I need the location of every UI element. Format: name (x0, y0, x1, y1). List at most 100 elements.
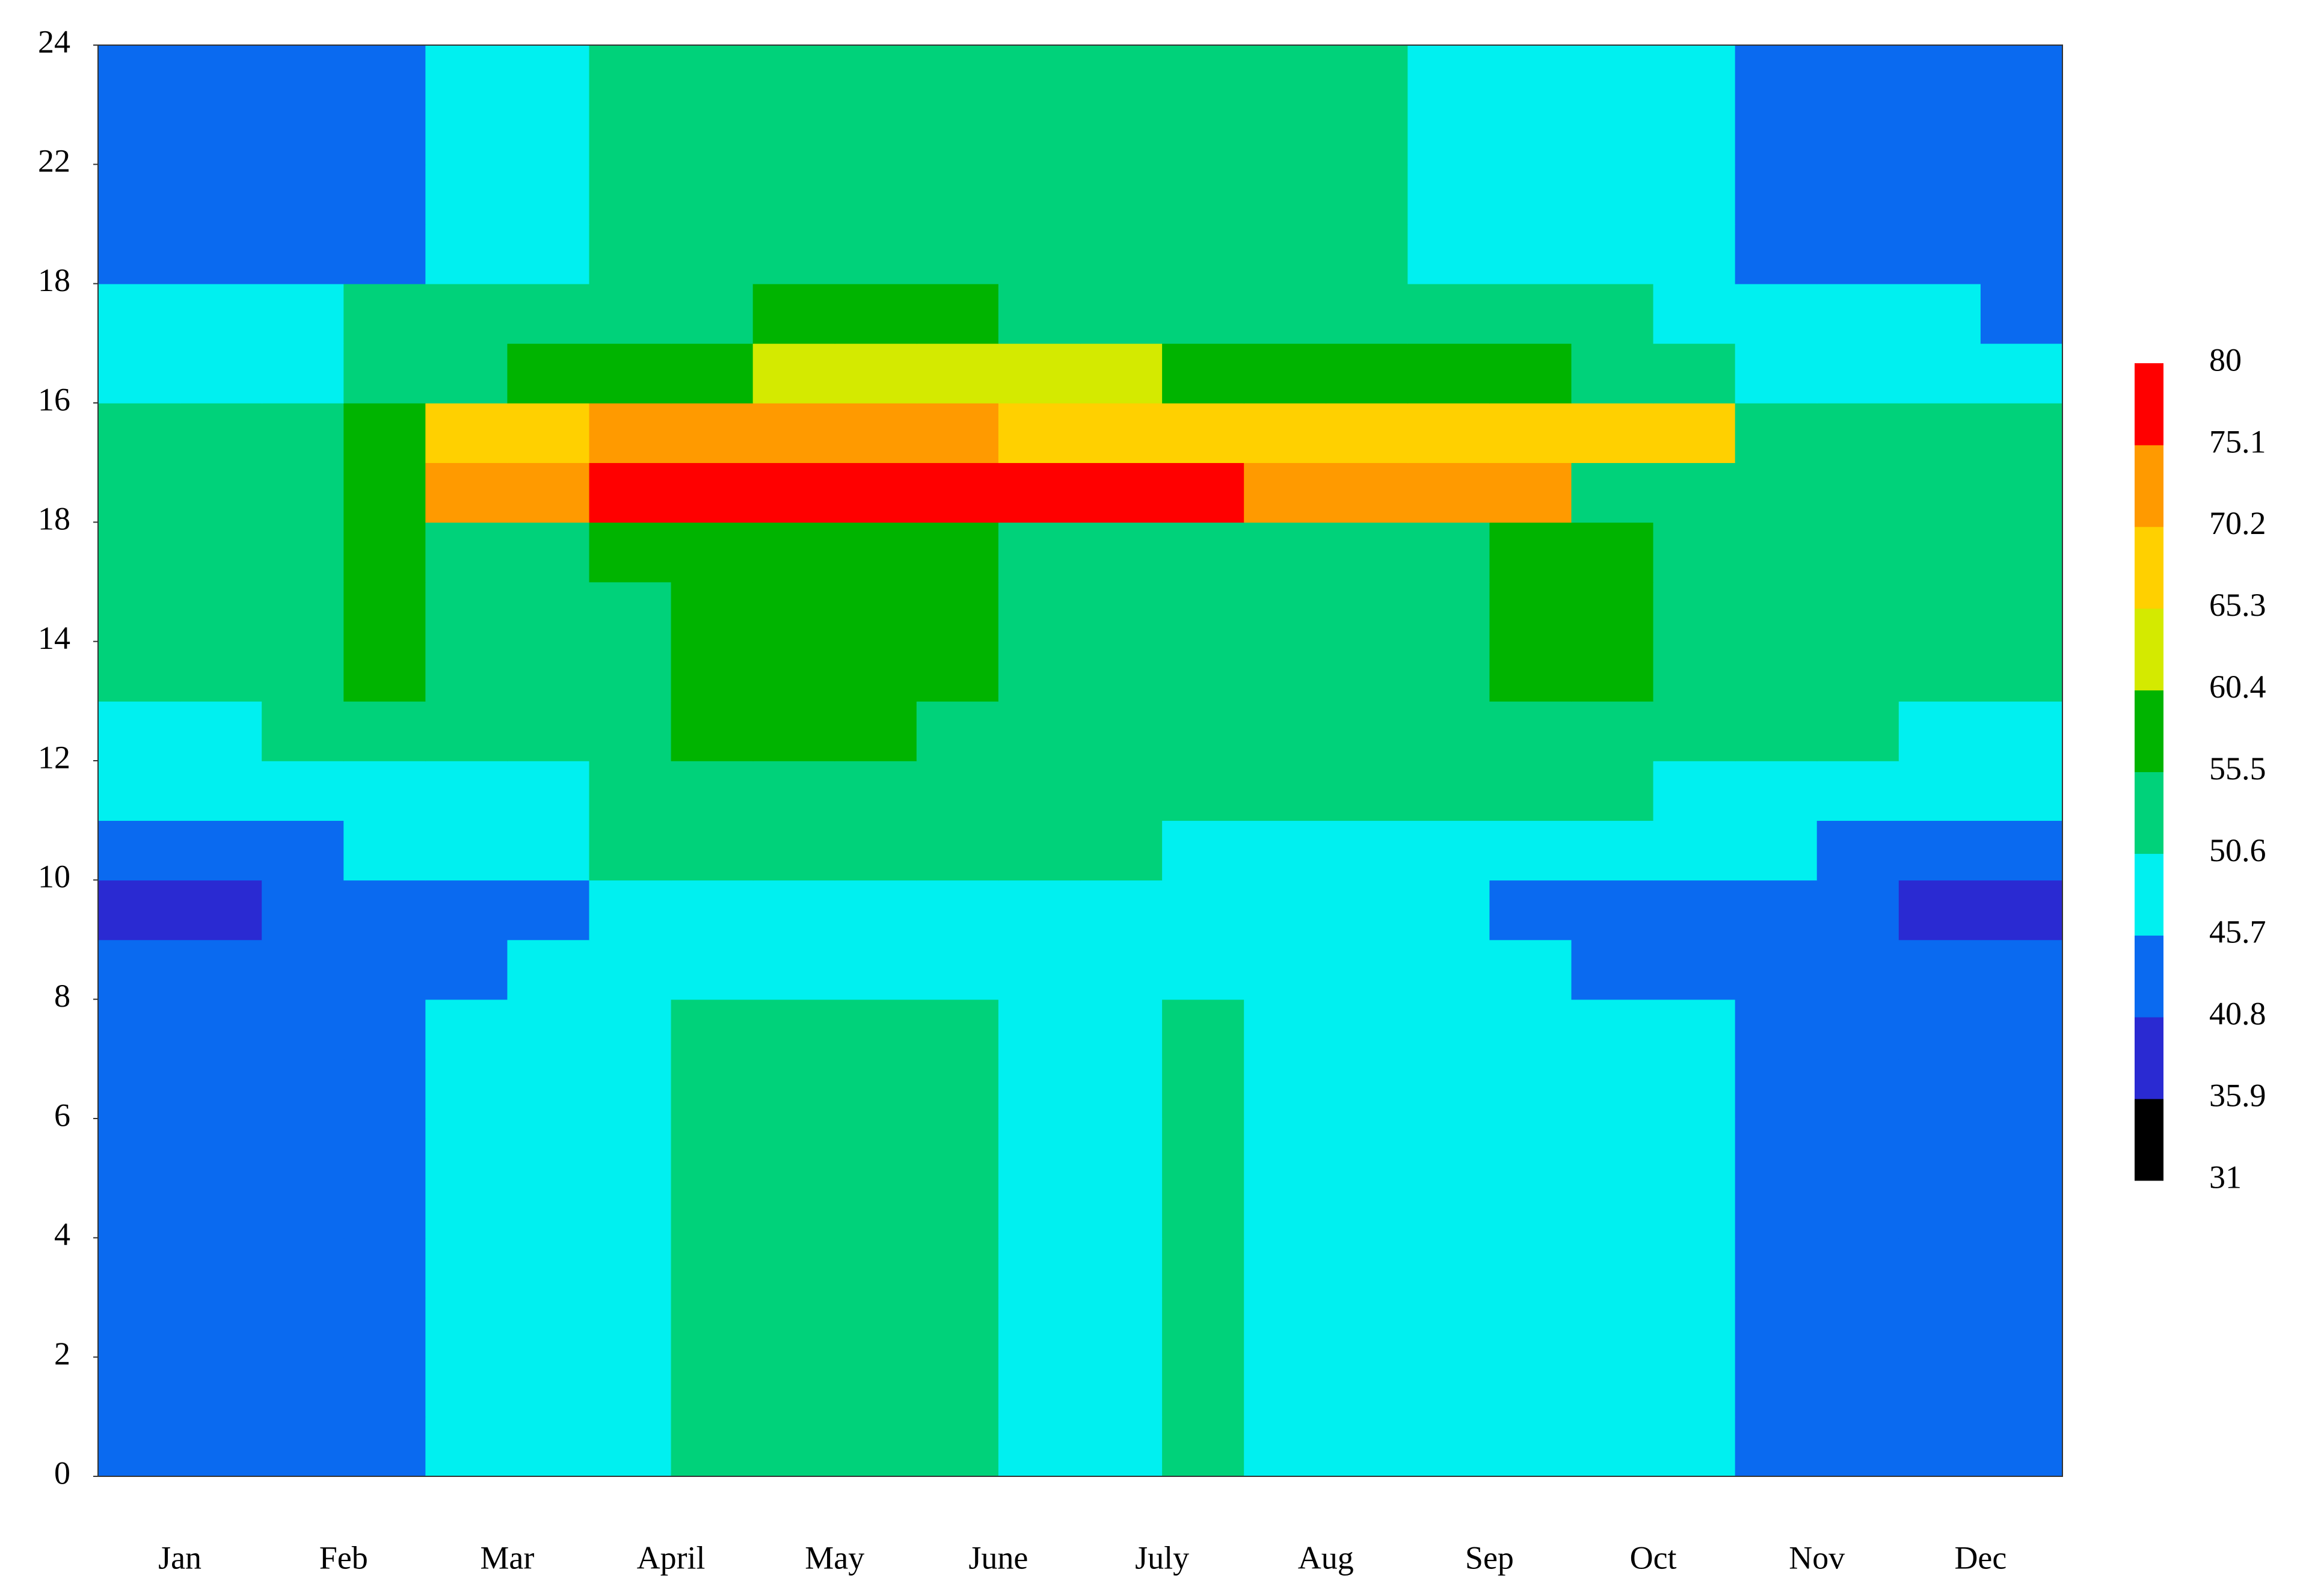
heat-cell (752, 939, 835, 1000)
heat-cell (1980, 880, 2063, 941)
heat-cell (425, 403, 508, 463)
heat-cell (1980, 582, 2063, 642)
heat-cell (1244, 1178, 1327, 1239)
heat-cell (752, 1238, 835, 1298)
heat-cell (752, 224, 835, 284)
heat-cell (1898, 1119, 1981, 1179)
heat-cell (1162, 224, 1244, 284)
heat-cell (1162, 820, 1244, 881)
heat-cell (671, 522, 754, 583)
heat-cell (916, 939, 999, 1000)
heat-cell (834, 880, 917, 941)
heat-cell (1898, 880, 1981, 941)
heat-cell (1571, 45, 1654, 105)
heat-cell (343, 164, 426, 225)
heat-cell (671, 1119, 754, 1179)
heat-cell (916, 999, 999, 1060)
heat-cell (180, 462, 262, 523)
heat-cell (1898, 641, 1981, 702)
heat-cell (916, 701, 999, 761)
x-tick-label: Mar (480, 1539, 534, 1576)
heat-cell (98, 343, 180, 404)
heat-cell (671, 582, 754, 642)
heat-cell (1326, 582, 1409, 642)
heat-cell (1735, 1119, 1818, 1179)
heat-cell (589, 1119, 672, 1179)
heat-cell (1816, 939, 1899, 1000)
heat-cell (671, 1238, 754, 1298)
heat-cell (1898, 1178, 1981, 1239)
heat-cell (180, 105, 262, 165)
x-tick-label: Aug (1298, 1539, 1354, 1576)
heat-cell (425, 283, 508, 344)
heat-cell (343, 1357, 426, 1417)
heat-cell (1816, 462, 1899, 523)
heat-cell (1653, 820, 1736, 881)
heat-cell (1489, 820, 1572, 881)
heat-cell (1735, 343, 1818, 404)
heat-cell (834, 1238, 917, 1298)
heat-cell (262, 1238, 345, 1298)
heat-cell (1653, 1058, 1736, 1119)
heat-cell (589, 1357, 672, 1417)
heat-cell (1898, 462, 1981, 523)
colorbar-label: 80 (2209, 342, 2242, 378)
heat-cell (1898, 1058, 1981, 1119)
heat-cell (1407, 343, 1490, 404)
heat-cell (752, 164, 835, 225)
heat-cell (916, 462, 999, 523)
heat-cell (1816, 701, 1899, 761)
heat-cell (1162, 761, 1244, 821)
x-tick-label: Jan (158, 1539, 201, 1576)
heat-cell (507, 105, 590, 165)
heat-cell (425, 105, 508, 165)
heat-cell (1898, 1357, 1981, 1417)
heat-cell (343, 1178, 426, 1239)
heat-cell (1980, 283, 2063, 344)
heat-cell (1244, 1058, 1327, 1119)
heat-cell (1162, 403, 1244, 463)
heat-cell (98, 105, 180, 165)
heat-cell (671, 1058, 754, 1119)
heat-cell (1898, 283, 1981, 344)
heat-cell (425, 1119, 508, 1179)
heat-cell (834, 522, 917, 583)
heat-cell (1326, 641, 1409, 702)
heat-cell (589, 522, 672, 583)
heat-cell (589, 45, 672, 105)
heat-cell (834, 582, 917, 642)
heat-cell (1816, 1178, 1899, 1239)
heat-cell (98, 1119, 180, 1179)
heat-cell (1571, 1416, 1654, 1477)
heat-cell (1980, 1058, 2063, 1119)
heat-cell (180, 45, 262, 105)
heat-cell (834, 343, 917, 404)
heat-cell (98, 1238, 180, 1298)
x-tick-label: June (968, 1539, 1028, 1576)
heat-cell (752, 999, 835, 1060)
heat-cell (507, 224, 590, 284)
heat-cell (752, 820, 835, 881)
heat-cell (1816, 1058, 1899, 1119)
heat-cell (834, 1058, 917, 1119)
heat-cell (262, 164, 345, 225)
heat-cell (998, 164, 1081, 225)
heat-cell (98, 45, 180, 105)
heat-cell (1816, 283, 1899, 344)
heat-cell (1735, 522, 1818, 583)
heat-cell (1653, 164, 1736, 225)
heat-cell (1162, 880, 1244, 941)
heat-cell (343, 403, 426, 463)
heat-cell (834, 105, 917, 165)
heat-cell (998, 1297, 1081, 1358)
heat-cell (1407, 1178, 1490, 1239)
heat-cell (1326, 1238, 1409, 1298)
heat-cell (671, 1416, 754, 1477)
heat-cell (1080, 999, 1163, 1060)
heat-cell (589, 283, 672, 344)
heat-cell (1244, 880, 1327, 941)
heat-cell (1571, 641, 1654, 702)
heat-cell (1571, 522, 1654, 583)
heat-cell (1162, 1297, 1244, 1358)
